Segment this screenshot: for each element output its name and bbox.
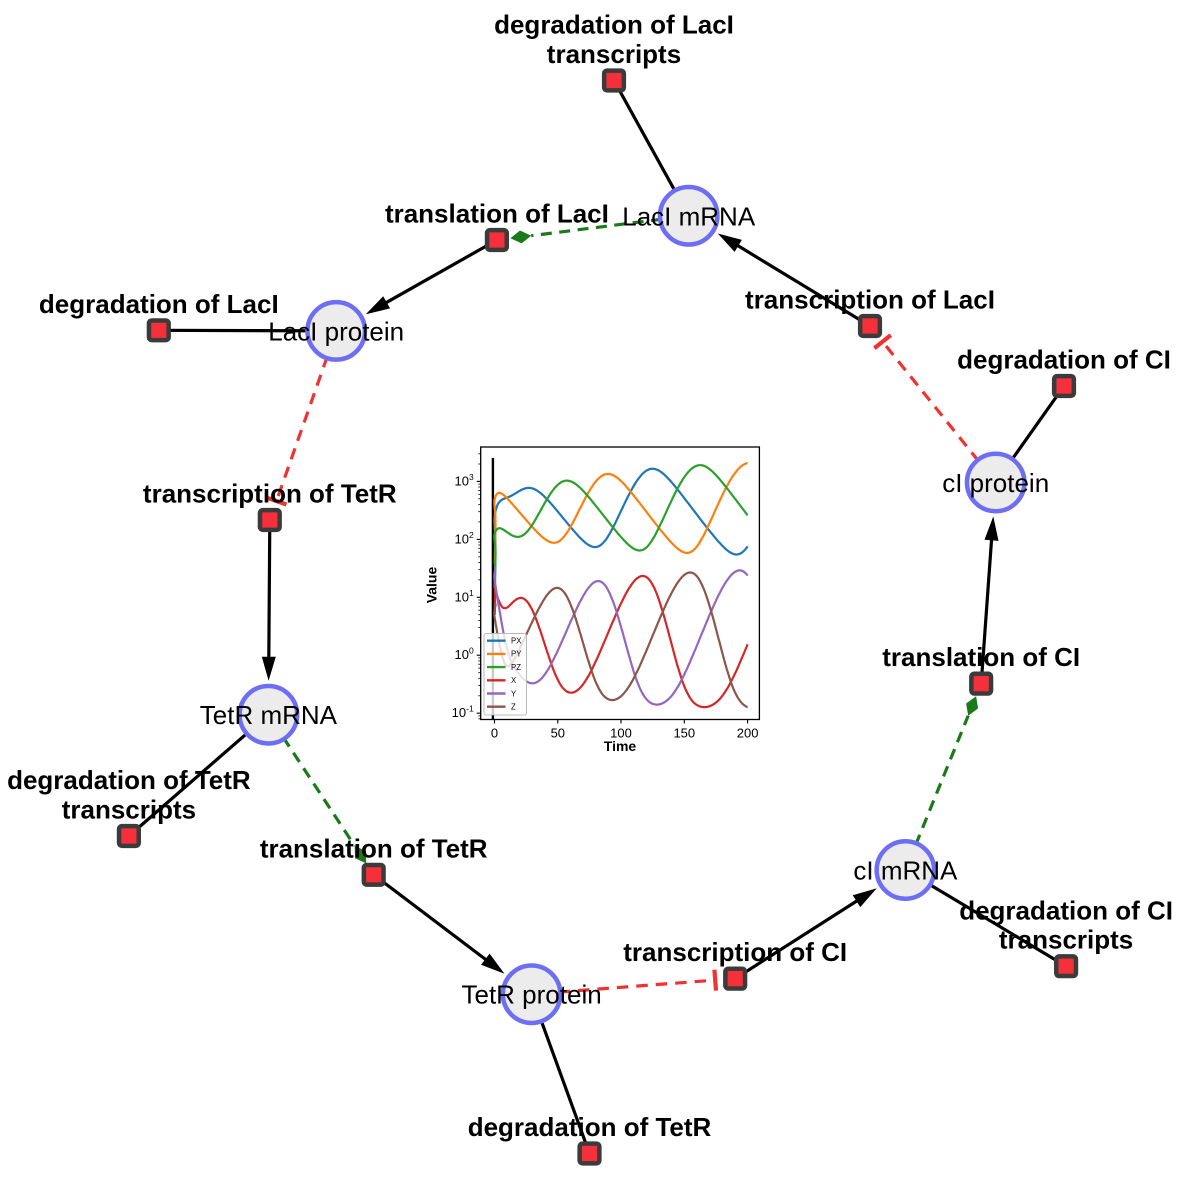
svg-text:PY: PY: [511, 650, 522, 659]
svg-text:degradation of TetR: degradation of TetR: [468, 1112, 712, 1142]
svg-text:degradation of TetR: degradation of TetR: [7, 765, 251, 795]
svg-text:translation of LacI: translation of LacI: [385, 199, 609, 229]
svg-text:Value: Value: [424, 567, 440, 604]
svg-text:cI protein: cI protein: [942, 468, 1049, 498]
svg-text:150: 150: [673, 726, 695, 741]
svg-text:X: X: [511, 676, 517, 685]
svg-text:translation of TetR: translation of TetR: [260, 833, 488, 863]
svg-text:cI mRNA: cI mRNA: [853, 856, 958, 886]
svg-text:PX: PX: [511, 637, 522, 646]
svg-text:degradation of LacI: degradation of LacI: [39, 289, 279, 319]
svg-text:Z: Z: [511, 703, 516, 712]
svg-text:degradation of CI: degradation of CI: [957, 345, 1171, 375]
svg-text:Y: Y: [511, 689, 517, 698]
svg-text:0: 0: [491, 726, 498, 741]
svg-text:TetR protein: TetR protein: [462, 980, 602, 1010]
svg-text:Time: Time: [604, 738, 637, 754]
svg-text:transcription of CI: transcription of CI: [623, 937, 847, 967]
svg-text:transcripts: transcripts: [999, 925, 1133, 955]
svg-text:LacI protein: LacI protein: [268, 316, 404, 346]
svg-text:200: 200: [737, 726, 759, 741]
svg-text:100: 100: [610, 726, 632, 741]
svg-text:translation of CI: translation of CI: [882, 642, 1080, 672]
svg-text:transcripts: transcripts: [547, 39, 681, 69]
svg-text:transcripts: transcripts: [62, 795, 196, 825]
svg-text:TetR mRNA: TetR mRNA: [200, 700, 338, 730]
svg-text:PZ: PZ: [511, 663, 521, 672]
svg-text:transcription of LacI: transcription of LacI: [745, 285, 995, 315]
svg-text:degradation of CI: degradation of CI: [959, 895, 1173, 925]
svg-text:degradation of LacI: degradation of LacI: [494, 10, 734, 40]
svg-text:transcription of TetR: transcription of TetR: [143, 479, 397, 509]
svg-text:LacI mRNA: LacI mRNA: [622, 201, 756, 231]
svg-text:50: 50: [551, 726, 565, 741]
